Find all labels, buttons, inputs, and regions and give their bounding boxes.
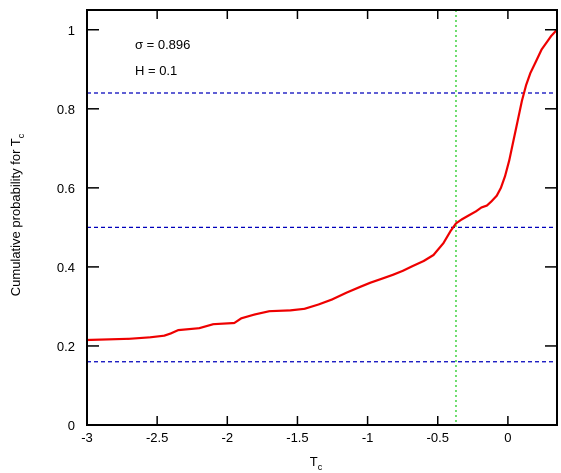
x-axis-title: Tc [310, 454, 323, 472]
x-tick-label: -2.5 [146, 430, 168, 445]
cdf-line-0 [86, 29, 558, 342]
y-tick-label: 0.2 [57, 339, 75, 354]
y-tick-label: 1 [68, 23, 75, 38]
x-tick-label: -1.5 [286, 430, 308, 445]
x-tick-label: -1 [362, 430, 374, 445]
y-axis-title: Cumulative probability for Tc [8, 133, 26, 296]
x-tick-label: -3 [81, 430, 93, 445]
y-tick-label: 0 [68, 418, 75, 433]
y-tick-label: 0.6 [57, 181, 75, 196]
y-tick-label: 0.4 [57, 260, 75, 275]
plot-frame [86, 9, 558, 426]
annotation-h: H = 0.1 [135, 63, 177, 78]
x-tick-label: -2 [222, 430, 234, 445]
annotation-sigma: σ = 0.896 [135, 37, 190, 52]
y-tick-label: 0.8 [57, 102, 75, 117]
x-tick-label: 0 [504, 430, 511, 445]
x-tick-label: -0.5 [427, 430, 449, 445]
